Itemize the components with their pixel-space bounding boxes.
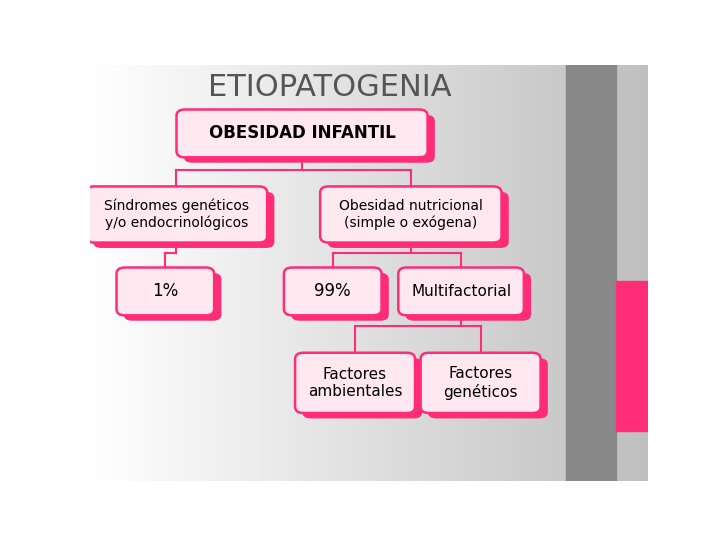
Bar (616, 281, 648, 431)
FancyBboxPatch shape (420, 353, 541, 413)
FancyBboxPatch shape (295, 353, 415, 413)
Text: 99%: 99% (315, 282, 351, 300)
FancyBboxPatch shape (117, 267, 214, 315)
FancyBboxPatch shape (405, 273, 531, 321)
Text: Síndromes genéticos
y/o endocrinológicos: Síndromes genéticos y/o endocrinológicos (104, 199, 249, 230)
Text: Obesidad nutricional
(simple o exógena): Obesidad nutricional (simple o exógena) (339, 199, 483, 230)
FancyBboxPatch shape (184, 115, 435, 163)
Text: Multifactorial: Multifactorial (411, 284, 511, 299)
Text: Factores
genéticos: Factores genéticos (444, 366, 518, 400)
FancyBboxPatch shape (124, 273, 222, 321)
FancyBboxPatch shape (398, 267, 524, 315)
FancyBboxPatch shape (86, 186, 267, 242)
Text: OBESIDAD INFANTIL: OBESIDAD INFANTIL (209, 124, 395, 143)
FancyBboxPatch shape (284, 267, 382, 315)
FancyBboxPatch shape (320, 186, 502, 242)
Text: Factores
ambientales: Factores ambientales (308, 367, 402, 399)
FancyBboxPatch shape (93, 192, 274, 248)
Bar (566, 65, 616, 481)
FancyBboxPatch shape (291, 273, 389, 321)
FancyBboxPatch shape (302, 358, 423, 419)
FancyBboxPatch shape (328, 192, 509, 248)
Text: ETIOPATOGENIA: ETIOPATOGENIA (208, 73, 451, 102)
FancyBboxPatch shape (428, 358, 548, 419)
FancyBboxPatch shape (176, 110, 428, 157)
Text: 1%: 1% (152, 282, 179, 300)
